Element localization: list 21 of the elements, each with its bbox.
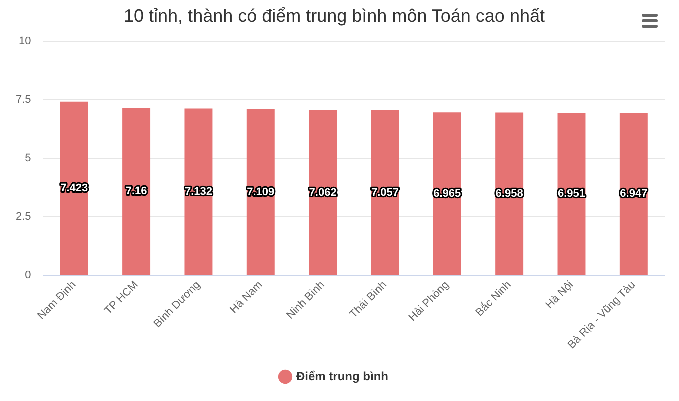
data-label: 6.965	[434, 188, 462, 200]
data-label: 6.947	[620, 188, 648, 200]
y-tick-label: 10	[19, 36, 32, 48]
y-tick-label: 7.5	[16, 94, 32, 106]
data-label: 7.109	[247, 186, 275, 198]
data-label: 7.062	[309, 186, 337, 199]
data-label: 6.951	[558, 188, 586, 200]
x-tick-label: Hà Nội	[544, 279, 576, 312]
x-tick-label: Thái Bình	[348, 279, 390, 321]
y-tick-label: 5	[25, 152, 32, 165]
y-tick-label: 2.5	[16, 211, 32, 224]
data-label: 7.16	[126, 186, 148, 198]
data-label: 6.958	[496, 188, 524, 200]
chart-title: 10 tỉnh, thành có điểm trung bình môn Toán cao nhất	[124, 6, 545, 26]
x-tick-label: Bắc Ninh	[473, 278, 514, 320]
data-label: 7.132	[184, 186, 212, 198]
data-label: 7.057	[371, 186, 399, 199]
legend-label: Điểm trung bình	[296, 369, 389, 384]
x-tick-label: Ninh Bình	[284, 279, 328, 322]
data-label: 7.423	[60, 182, 88, 195]
y-tick-label: 0	[25, 270, 32, 282]
